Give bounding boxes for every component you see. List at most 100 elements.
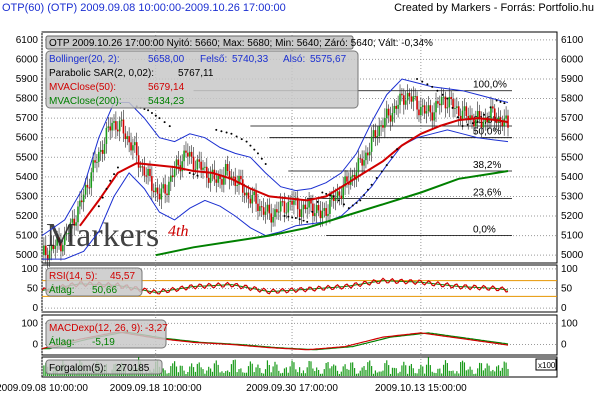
sar-dot xyxy=(325,192,328,195)
sar-dot xyxy=(446,97,449,100)
candle-body xyxy=(213,169,216,180)
volume-bar xyxy=(245,372,248,376)
candle-body xyxy=(221,179,223,185)
volume-bar xyxy=(314,371,316,376)
volume-bar xyxy=(223,372,225,376)
volume-bar xyxy=(482,370,484,376)
legend-ma200: MVAClose(200): 5434,23 xyxy=(49,96,185,107)
candle-body xyxy=(406,92,409,101)
candle-body xyxy=(397,104,399,109)
volume-bar xyxy=(143,373,145,376)
candle-body xyxy=(454,108,456,110)
sar-dot xyxy=(385,164,388,167)
sar-dot xyxy=(215,128,218,131)
sar-dot xyxy=(396,148,399,151)
volume-bar xyxy=(50,373,53,376)
volume-bar xyxy=(403,361,405,376)
candle-body xyxy=(223,175,225,185)
legend-title-box xyxy=(45,35,354,50)
candle-body xyxy=(450,96,452,100)
volume-bar xyxy=(486,363,488,376)
volume-bar xyxy=(219,372,221,376)
volume-bar xyxy=(164,370,166,376)
sar-dot xyxy=(499,100,502,103)
sar-dot xyxy=(316,200,319,203)
volume-bar xyxy=(378,371,380,376)
candle-body xyxy=(300,209,303,218)
candle-body xyxy=(69,222,72,233)
volume-bar xyxy=(458,373,460,376)
sar-dot xyxy=(483,113,486,116)
volume-bar xyxy=(160,372,162,376)
volume-bar xyxy=(316,367,318,376)
price-y-tick-right: 6100 xyxy=(561,35,584,46)
volume-bar xyxy=(374,370,376,376)
candle-body xyxy=(124,133,127,140)
sar-dot xyxy=(302,219,305,222)
candle-body xyxy=(313,213,316,216)
price-y-tick-left: 5500 xyxy=(16,152,39,163)
volume-bar xyxy=(234,359,236,376)
volume-bar xyxy=(126,373,128,376)
volume-bar xyxy=(75,373,77,376)
ma200-line xyxy=(155,170,509,257)
candle-body xyxy=(141,166,144,168)
volume-bar xyxy=(463,362,466,376)
rsi-legend-box xyxy=(45,267,143,297)
indicator-lines xyxy=(41,77,509,260)
sar-dot xyxy=(343,203,346,206)
sar-dot xyxy=(196,174,199,177)
candle-body xyxy=(105,127,108,144)
candle-body xyxy=(302,204,305,210)
sar-dot xyxy=(97,205,100,208)
sar-dot xyxy=(235,135,238,138)
volume-bar xyxy=(444,360,447,376)
candle-body xyxy=(151,176,153,191)
sar-dot xyxy=(109,179,112,182)
price-y-tick-right: 5700 xyxy=(561,113,584,124)
sar-dot xyxy=(113,173,116,176)
volume-bar xyxy=(389,373,392,376)
candle-body xyxy=(262,207,265,215)
volume-bar xyxy=(431,371,433,376)
sar-dot xyxy=(456,116,459,119)
sar-dot xyxy=(163,121,166,124)
candle-body xyxy=(166,193,168,195)
candle-body xyxy=(247,192,250,199)
candle-body xyxy=(73,218,76,226)
volume-bar xyxy=(429,365,431,376)
price-y-tick-right: 6000 xyxy=(561,54,584,65)
volume-bar xyxy=(194,371,197,376)
candle-body xyxy=(425,111,428,114)
candle-body xyxy=(98,151,100,162)
candle-body xyxy=(52,244,55,249)
candle-body xyxy=(238,175,240,186)
candle-body xyxy=(156,187,159,194)
volume-bar xyxy=(363,366,365,376)
candle-body xyxy=(255,191,257,204)
volume-bar xyxy=(475,373,477,376)
sar-dot xyxy=(436,89,439,92)
candle-body xyxy=(357,158,360,173)
sar-dot xyxy=(375,177,378,180)
legend-bollinger: Bollinger(20, 2): 5658,00 Felső: 5740,33… xyxy=(49,54,347,65)
candle-body xyxy=(116,129,119,132)
candle-body xyxy=(272,216,274,223)
candle-body xyxy=(170,175,172,182)
volume-bar xyxy=(280,373,282,376)
price-y-tick-right: 5300 xyxy=(561,191,584,202)
volume-bar xyxy=(166,373,168,376)
sar-dot xyxy=(495,99,498,102)
sar-dot xyxy=(230,132,233,135)
volume-bar xyxy=(473,373,475,376)
candle-body xyxy=(77,206,79,223)
volume-bar xyxy=(395,368,397,376)
candle-body xyxy=(346,176,348,182)
candle-body xyxy=(308,199,310,208)
volume-bar xyxy=(179,365,181,376)
volume-bar xyxy=(217,364,219,376)
candle-body xyxy=(241,179,244,193)
volume-bar xyxy=(427,357,430,376)
sar-dot xyxy=(147,109,150,112)
candle-body xyxy=(215,179,218,183)
